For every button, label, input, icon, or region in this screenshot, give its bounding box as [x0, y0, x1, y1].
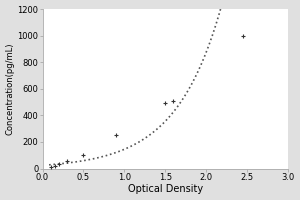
Y-axis label: Concentration(pg/mL): Concentration(pg/mL): [6, 43, 15, 135]
X-axis label: Optical Density: Optical Density: [128, 184, 203, 194]
